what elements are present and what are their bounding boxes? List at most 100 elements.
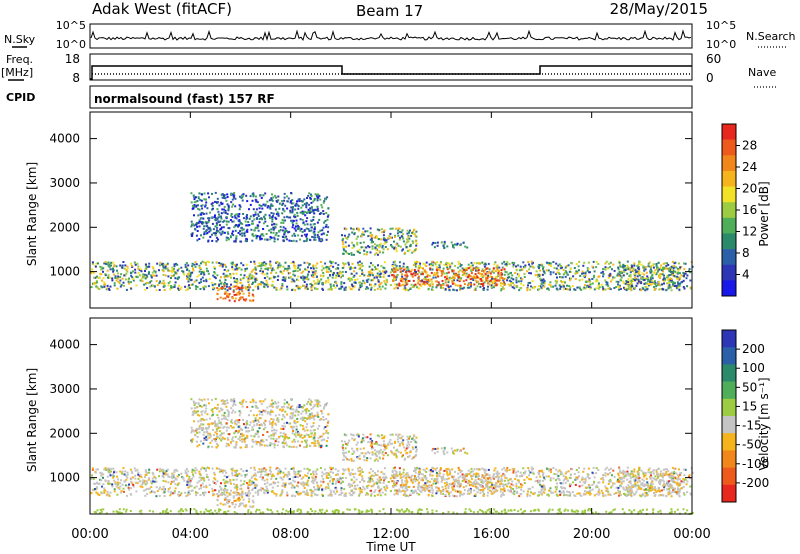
velocity-cell — [257, 471, 259, 474]
power-cell — [329, 274, 331, 276]
power-cell — [321, 229, 324, 232]
colorbar-tick-label: 20 — [742, 182, 757, 196]
power-cell — [572, 275, 575, 278]
velocity-cell — [503, 466, 506, 469]
power-cell — [517, 280, 520, 283]
power-cell — [418, 275, 420, 278]
power-cell — [325, 270, 328, 273]
velocity-cell — [145, 470, 147, 473]
power-cell — [259, 238, 262, 241]
power-cell — [370, 241, 373, 244]
power-cell — [297, 264, 300, 267]
velocity-cell — [581, 484, 584, 487]
velocity-cell — [235, 484, 238, 486]
velocity-cell — [358, 466, 361, 469]
power-cell — [163, 282, 165, 285]
power-cell — [548, 262, 551, 264]
velocity-cell — [470, 470, 473, 473]
power-cell — [284, 261, 287, 264]
power-cell — [247, 279, 250, 282]
power-cell — [607, 287, 610, 290]
velocity-cell — [351, 489, 353, 492]
power-cell — [401, 275, 404, 278]
velocity-cell — [206, 466, 209, 469]
velocity-cell — [173, 480, 175, 483]
power-cell — [135, 275, 138, 278]
power-cell — [144, 270, 146, 272]
power-cell — [679, 266, 682, 269]
power-cell — [645, 278, 648, 280]
velocity-cell — [645, 477, 648, 480]
velocity-cell — [340, 478, 343, 481]
velocity-cell — [353, 476, 356, 479]
power-cell — [398, 265, 401, 268]
power-cell — [578, 279, 581, 282]
power-cell — [384, 246, 387, 248]
power-cell — [641, 272, 644, 275]
power-cell — [260, 237, 263, 240]
velocity-cell — [203, 479, 206, 482]
power-cell — [387, 275, 390, 277]
power-cell — [634, 276, 637, 279]
power-cell — [203, 233, 206, 236]
power-cell — [243, 274, 246, 277]
power-cell — [632, 267, 635, 270]
power-cell — [378, 284, 381, 286]
velocity-cell — [417, 493, 420, 496]
velocity-cell — [501, 468, 504, 471]
power-cell — [134, 271, 137, 274]
power-cell — [417, 278, 420, 281]
power-cell — [212, 232, 215, 235]
power-cell — [184, 263, 187, 266]
power-cell — [523, 276, 526, 278]
power-cell — [547, 287, 550, 290]
velocity-cell — [202, 485, 205, 488]
power-cell — [237, 287, 239, 290]
power-cell — [538, 267, 540, 270]
power-cell — [437, 281, 440, 284]
velocity-cell — [177, 493, 180, 496]
power-cell — [329, 260, 332, 263]
power-cell — [219, 296, 222, 299]
power-cell — [118, 282, 121, 285]
power-cell — [669, 273, 672, 276]
power-cell — [669, 266, 672, 269]
velocity-cell — [538, 470, 541, 472]
power-cell — [258, 221, 261, 224]
power-cell — [502, 287, 505, 290]
power-cell — [102, 277, 105, 280]
power-cell — [274, 208, 277, 211]
power-cell — [682, 286, 685, 288]
velocity-cell — [93, 482, 96, 485]
power-cell — [272, 196, 275, 199]
power-cell — [287, 265, 290, 268]
velocity-cell — [615, 486, 618, 489]
velocity-cell — [481, 482, 484, 485]
power-cell — [567, 273, 570, 276]
velocity-cell — [336, 490, 338, 493]
power-cell — [373, 276, 376, 279]
power-cell — [515, 276, 518, 279]
velocity-cell — [502, 485, 505, 488]
velocity-cell — [316, 468, 319, 471]
velocity-cell — [218, 470, 221, 473]
power-cell — [513, 262, 516, 264]
power-cell — [305, 283, 308, 286]
power-cell — [626, 272, 629, 275]
power-cell — [379, 273, 382, 276]
power-cell — [240, 262, 243, 265]
velocity-cell — [151, 471, 154, 474]
velocity-cell — [180, 492, 183, 495]
velocity-cell — [286, 475, 289, 478]
power-cell — [331, 261, 334, 264]
velocity-cell — [305, 491, 308, 494]
power-cell — [327, 278, 330, 281]
power-cell — [227, 206, 230, 209]
power-cell — [294, 208, 297, 211]
power-cell — [356, 243, 359, 246]
power-cell — [169, 280, 172, 283]
velocity-cell — [394, 469, 397, 472]
power-cell — [208, 196, 210, 199]
velocity-cell — [187, 480, 190, 483]
power-cell — [284, 229, 287, 232]
